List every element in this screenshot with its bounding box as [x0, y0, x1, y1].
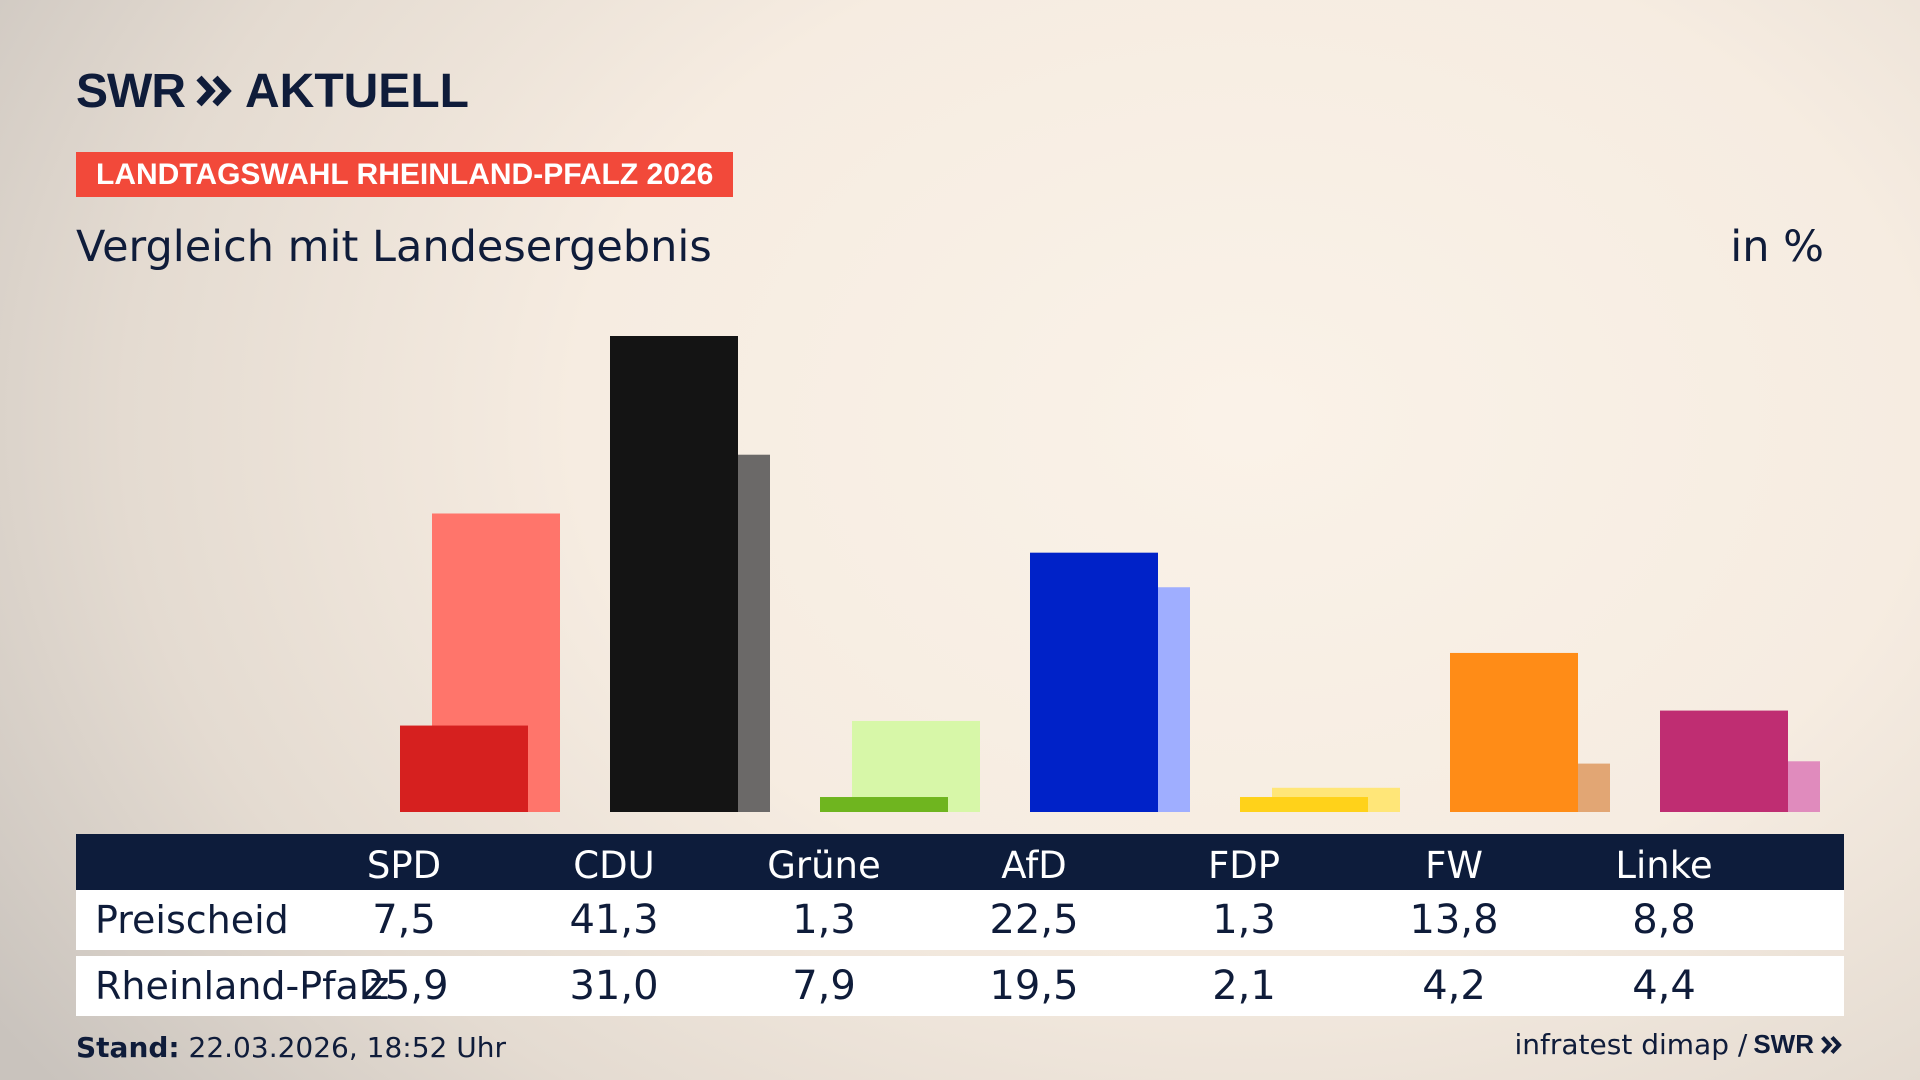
- bar-preischeid-grüne: [820, 797, 948, 812]
- source-credit: infratest dimap / SWR: [1515, 1028, 1845, 1061]
- logo-title: AKTUELL: [244, 64, 469, 118]
- party-header-cdu: CDU: [573, 843, 655, 887]
- party-header-fw: FW: [1425, 843, 1483, 887]
- election-ribbon: LANDTAGSWAHL RHEINLAND-PFALZ 2026: [76, 152, 734, 197]
- value-rheinland-pfalz-cdu: 31,0: [569, 963, 659, 1009]
- bar-preischeid-cdu: [610, 336, 738, 812]
- value-rheinland-pfalz-fdp: 2,1: [1212, 963, 1276, 1009]
- value-preischeid-grüne: 1,3: [792, 897, 856, 943]
- logo-brand: SWR: [76, 64, 186, 118]
- table-header: SPD CDU Grüne AfD FDP FW Linke: [76, 834, 1844, 890]
- party-header-grüne: Grüne: [767, 843, 881, 887]
- timestamp: Stand: 22.03.2026, 18:52 Uhr: [76, 1031, 506, 1064]
- party-header-linke: Linke: [1615, 843, 1713, 887]
- value-preischeid-linke: 8,8: [1632, 897, 1696, 943]
- value-rheinland-pfalz-grüne: 7,9: [792, 963, 856, 1009]
- swr-aktuell-logo: SWR AKTUELL: [76, 64, 469, 118]
- bar-rheinland-pfalz-grüne: [852, 720, 980, 812]
- stand-value: 22.03.2026, 18:52 Uhr: [188, 1031, 506, 1064]
- value-preischeid-afd: 22,5: [989, 897, 1079, 943]
- party-header-fdp: FDP: [1207, 843, 1281, 887]
- stand-label: Stand:: [76, 1031, 180, 1064]
- value-preischeid-fw: 13,8: [1409, 897, 1499, 943]
- table-row-preischeid: Preischeid 7,5 41,3 1,3 22,5 1,3 13,8 8,8: [76, 890, 1844, 950]
- party-header-afd: AfD: [1001, 843, 1067, 887]
- footer-brand: SWR: [1753, 1029, 1814, 1059]
- value-rheinland-pfalz-afd: 19,5: [989, 963, 1079, 1009]
- value-rheinland-pfalz-fw: 4,2: [1422, 963, 1486, 1009]
- source-text: infratest dimap /: [1514, 1028, 1748, 1061]
- row-label-rheinland-pfalz: Rheinland-Pfalz: [95, 964, 390, 1008]
- double-chevron-icon: [196, 75, 232, 107]
- double-chevron-icon: [1821, 1035, 1842, 1054]
- bar-preischeid-afd: [1030, 552, 1158, 812]
- value-preischeid-fdp: 1,3: [1212, 897, 1276, 943]
- value-rheinland-pfalz-spd: 25,9: [359, 963, 449, 1009]
- value-rheinland-pfalz-linke: 4,4: [1632, 963, 1696, 1009]
- row-label-preischeid: Preischeid: [95, 898, 289, 942]
- value-preischeid-cdu: 41,3: [569, 897, 659, 943]
- unit-label: in %: [1730, 222, 1824, 272]
- party-header-spd: SPD: [366, 843, 442, 887]
- chart-subtitle: Vergleich mit Landesergebnis: [76, 222, 712, 272]
- bar-preischeid-linke: [1660, 710, 1788, 812]
- bar-preischeid-fw: [1450, 652, 1578, 812]
- bar-preischeid-spd: [400, 725, 528, 812]
- bar-preischeid-fdp: [1240, 797, 1368, 812]
- value-preischeid-spd: 7,5: [372, 897, 436, 943]
- table-row-rheinland-pfalz: Rheinland-Pfalz 25,9 31,0 7,9 19,5 2,1 4,2 4,4: [76, 956, 1844, 1016]
- results-table: SPD CDU Grüne AfD FDP FW Linke Preischeid 7,5 4…: [76, 834, 1844, 1016]
